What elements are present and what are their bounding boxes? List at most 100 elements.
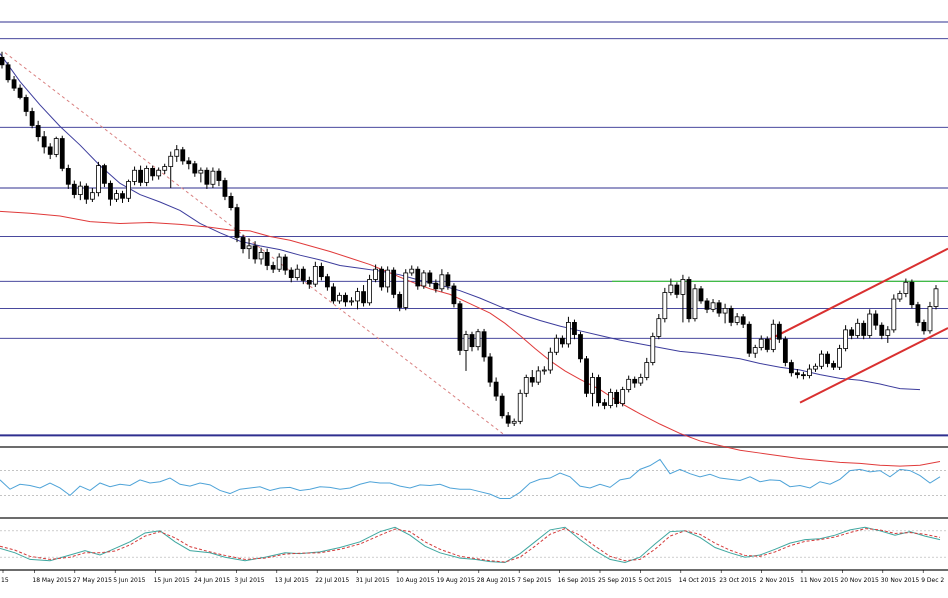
- bearish-candle: [487, 356, 493, 383]
- bullish-candle: [156, 169, 162, 177]
- bullish-candle: [668, 284, 674, 293]
- bullish-candle: [132, 169, 137, 182]
- x-tick-label: 2 Nov 2015: [760, 577, 795, 584]
- bearish-candle: [306, 279, 312, 285]
- bearish-candle: [457, 303, 463, 351]
- bearish-candle: [560, 337, 565, 345]
- bearish-candle: [108, 182, 113, 200]
- bearish-candle: [764, 338, 770, 350]
- bullish-candle: [409, 268, 415, 274]
- bearish-candle: [849, 329, 855, 336]
- bearish-candle: [240, 237, 246, 250]
- bearish-candle: [861, 322, 867, 336]
- moving-average-blue-line: [0, 53, 921, 391]
- x-tick-label: 14 Oct 2015: [679, 577, 716, 584]
- bullish-candle: [855, 322, 861, 336]
- bullish-candle: [710, 302, 716, 310]
- bullish-candle: [337, 294, 342, 302]
- panel-separator: [0, 569, 948, 571]
- bearish-candle: [776, 323, 782, 340]
- bullish-candle: [541, 369, 547, 372]
- bearish-candle: [300, 268, 306, 281]
- bullish-candle: [463, 334, 469, 351]
- bearish-candle: [59, 138, 65, 169]
- bearish-candle: [445, 274, 451, 287]
- x-tick-label: 31 Jul 2015: [356, 577, 390, 584]
- bullish-candle: [517, 392, 523, 422]
- bearish-candle: [451, 285, 457, 305]
- bullish-candle: [403, 272, 409, 308]
- bullish-candle: [210, 170, 216, 185]
- bearish-candle: [71, 183, 77, 195]
- bullish-candle: [174, 149, 180, 157]
- bullish-candle: [126, 181, 131, 199]
- bullish-candle: [758, 338, 764, 349]
- x-tick-label: 23 Oct 2015: [719, 577, 756, 584]
- bearish-candle: [572, 321, 577, 335]
- bearish-candle: [47, 146, 53, 155]
- bullish-candle: [144, 167, 150, 183]
- bullish-candle: [89, 192, 95, 200]
- bullish-candle: [246, 245, 252, 250]
- bearish-candle: [788, 362, 794, 374]
- moving-average-red-line: [0, 210, 941, 467]
- bearish-candle: [493, 381, 499, 397]
- x-axis: 15 18 May 2015 27 May 2015 5 Jun 2015 15 Jun…: [1, 570, 944, 584]
- bearish-candle: [264, 251, 270, 266]
- panel-separator: [0, 517, 948, 519]
- bearish-candle: [29, 111, 35, 126]
- bullish-candle: [927, 306, 933, 332]
- x-tick-label: 25 Sep 2015: [598, 577, 636, 584]
- bearish-candle: [795, 372, 800, 376]
- bearish-candle: [216, 170, 222, 181]
- bearish-candle: [825, 353, 830, 364]
- bearish-candle: [584, 358, 589, 394]
- bearish-candle: [529, 377, 535, 383]
- bearish-candle: [150, 167, 156, 177]
- bullish-candle: [312, 265, 318, 285]
- bullish-candle: [367, 279, 372, 304]
- bearish-candle: [83, 185, 89, 200]
- bearish-candle: [65, 167, 71, 185]
- bearish-candle: [578, 334, 583, 360]
- bearish-candle: [180, 149, 186, 162]
- bearish-candle: [704, 300, 710, 310]
- bearish-candle: [674, 284, 680, 295]
- oscillator-line: [0, 458, 941, 499]
- bearish-candle: [391, 269, 397, 295]
- bullish-candle: [258, 251, 264, 260]
- bearish-candle: [921, 321, 927, 332]
- bullish-candle: [656, 318, 662, 337]
- upper-channel-trendline: [769, 247, 948, 341]
- bearish-candle: [252, 245, 258, 260]
- bullish-candle: [897, 293, 903, 300]
- bearish-candle: [879, 324, 885, 336]
- x-tick-label: 7 Sep 2015: [517, 577, 551, 584]
- bearish-candle: [41, 136, 47, 148]
- bullish-candle: [843, 329, 849, 349]
- bullish-candle: [662, 292, 668, 320]
- bullish-candle: [355, 291, 360, 302]
- bearish-candle: [318, 265, 324, 278]
- bearish-candle: [0, 56, 5, 66]
- bearish-candle: [5, 64, 11, 81]
- x-tick-label: 9 Dec 2: [921, 577, 944, 584]
- bearish-candle: [909, 281, 915, 306]
- bearish-candle: [469, 334, 475, 348]
- bearish-candle: [331, 286, 336, 302]
- bearish-candle: [17, 87, 23, 98]
- bearish-candle: [728, 307, 734, 323]
- x-tick-label: 22 Jul 2015: [315, 577, 349, 584]
- bullish-candle: [620, 389, 626, 405]
- bullish-candle: [626, 378, 632, 391]
- bullish-candle: [421, 272, 427, 287]
- bearish-candle: [343, 294, 348, 303]
- bearish-candle: [222, 180, 228, 197]
- bearish-candle: [228, 195, 234, 208]
- x-tick-label: 18 May 2015: [32, 577, 71, 584]
- bearish-candle: [499, 395, 505, 417]
- panel-separator: [0, 446, 948, 448]
- bullish-candle: [349, 300, 354, 303]
